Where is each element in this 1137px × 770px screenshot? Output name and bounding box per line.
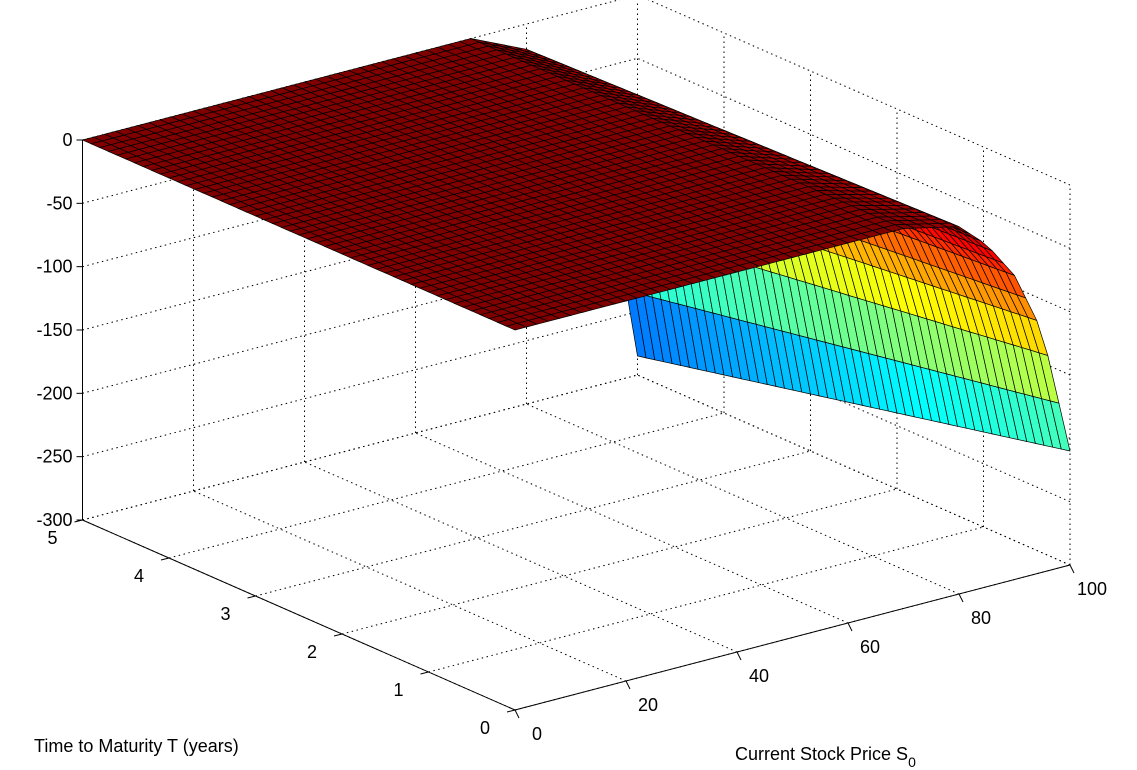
y-axis-line (82, 519, 516, 711)
surface-mesh (81, 38, 1071, 452)
z-tick-label: -200 (36, 383, 72, 403)
surface-face (1049, 400, 1071, 452)
z-tick-label: -250 (36, 447, 72, 467)
y-tick-label: 0 (480, 718, 490, 738)
y-tick-mark (420, 671, 429, 675)
side-wall-grid-line (637, 57, 1071, 249)
floor-grid-line (304, 461, 738, 653)
x-tick-label: 80 (971, 608, 991, 628)
x-tick-mark (736, 651, 742, 661)
x-tick-label: 100 (1077, 579, 1107, 599)
floor-grid-line (341, 488, 898, 635)
y-axis-label: Time to Maturity T (years) (34, 736, 239, 756)
back-wall-grid-line (82, 247, 638, 394)
x-tick-label: 40 (749, 666, 769, 686)
y-tick-mark (506, 709, 516, 713)
y-tick-label: 5 (47, 528, 57, 548)
x-tick-label: 60 (860, 637, 880, 657)
z-tick-label: -100 (36, 257, 72, 277)
x-axis-label: Current Stock Price S0 (735, 744, 916, 770)
axis-ticks: 0 -50 -100 -150 -200 -250 -300 0 20 40 60 80 100 0 1 2 3… (36, 130, 1107, 744)
x-tick-label: 0 (532, 724, 542, 744)
floor-grid-line (428, 526, 984, 673)
z-tick-label: -50 (46, 193, 72, 213)
x-tick-mark (958, 593, 964, 603)
y-tick-label: 3 (220, 604, 230, 624)
x-axis-label-text: Current Stock Price S (735, 744, 908, 764)
floor-grid-line (255, 450, 811, 597)
floor-grid-line (526, 403, 960, 595)
y-tick-mark (74, 519, 83, 523)
x-tick-label: 20 (638, 695, 658, 715)
y-tick-mark (247, 595, 256, 599)
y-tick-label: 2 (307, 642, 317, 662)
x-tick-mark (514, 709, 520, 719)
z-tick-label: -150 (36, 320, 72, 340)
x-tick-mark (1069, 564, 1075, 574)
z-tick-label: 0 (62, 130, 72, 150)
floor-grid-line (415, 432, 849, 624)
floor-grid-line (193, 490, 627, 682)
x-axis-line (514, 564, 1071, 711)
y-tick-mark (160, 557, 170, 561)
x-tick-mark (625, 680, 631, 690)
back-wall-grid-line (82, 184, 638, 331)
side-wall-grid-line (647, 0, 1071, 186)
x-tick-mark (847, 622, 853, 632)
side-wall-grid-line (637, 374, 1071, 566)
y-tick-label: 4 (134, 566, 144, 586)
z-tick-label: -300 (36, 510, 72, 530)
back-wall-grid-line (82, 121, 638, 268)
x-axis-label-subscript: 0 (908, 754, 916, 770)
back-wall-grid-line (82, 374, 638, 521)
floor-grid-line (168, 412, 725, 559)
y-tick-label: 1 (393, 680, 403, 700)
y-tick-mark (333, 633, 343, 637)
side-wall-grid-line (637, 311, 1071, 503)
back-wall-grid-line (82, 311, 638, 458)
